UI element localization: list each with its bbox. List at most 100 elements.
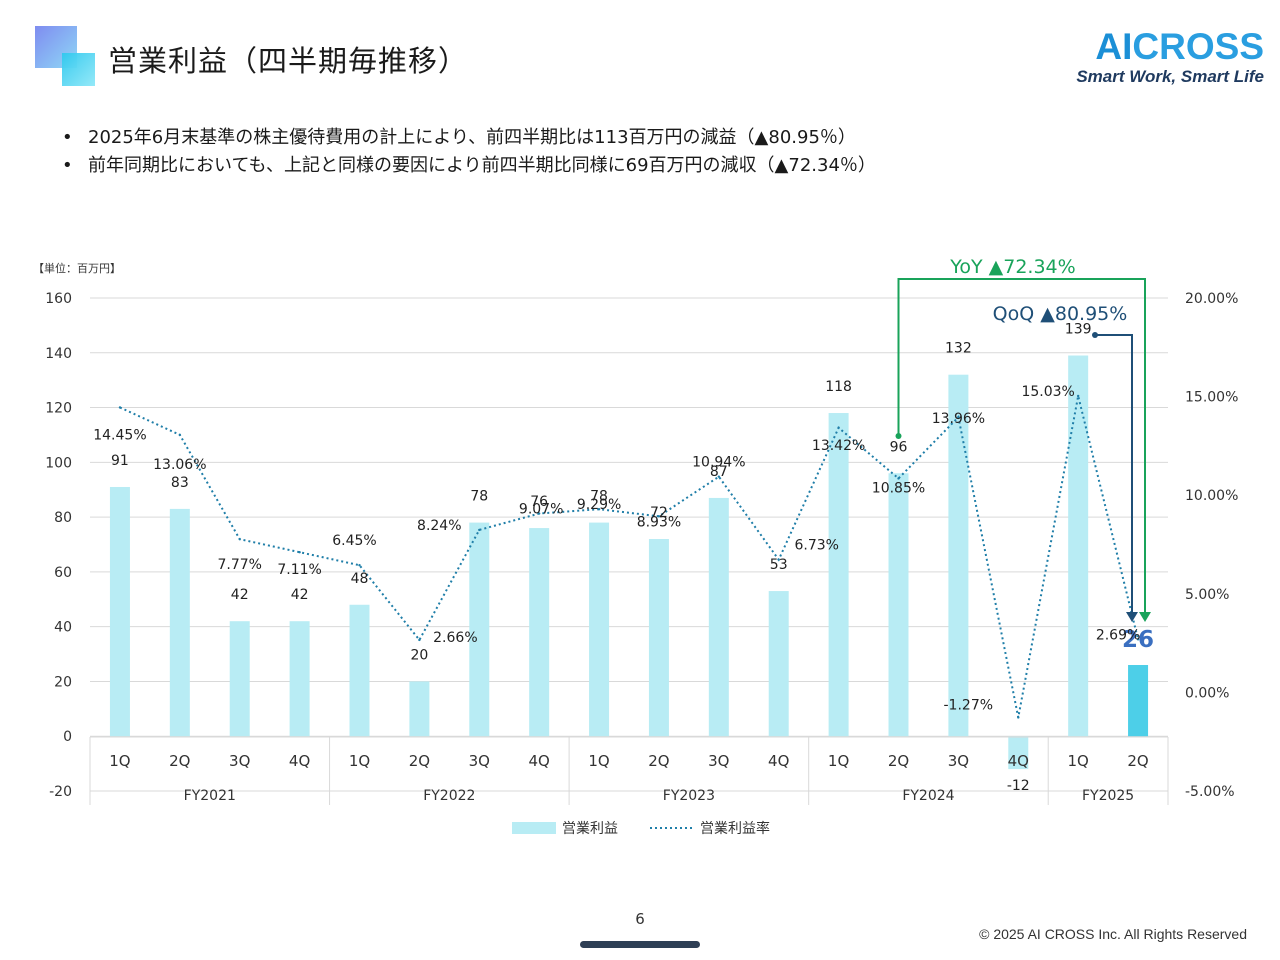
bar-value-label: 139: [1065, 322, 1092, 338]
yoy-bracket: [897, 278, 1146, 612]
bar: [529, 528, 550, 737]
bar-value-label: 76: [530, 494, 548, 510]
bar: [948, 374, 969, 737]
margin-value-label: 13.42%: [812, 438, 865, 454]
category-label: 2Q: [1127, 752, 1148, 770]
category-label: 2Q: [888, 752, 909, 770]
qoq-label: QoQ ▲80.95%: [993, 303, 1128, 325]
copyright-notice: © 2025 AI CROSS Inc. All Rights Reserved: [979, 926, 1247, 942]
y-left-tick-label: 40: [54, 620, 72, 636]
category-label: 2Q: [648, 752, 669, 770]
profit-margin-point: [957, 415, 960, 419]
y-left-tick-label: 20: [54, 674, 72, 690]
margin-value-label: -1.27%: [944, 697, 994, 713]
unit-label: 【単位：百万円】: [33, 261, 121, 275]
logo-wordmark: AICROSS: [1076, 28, 1264, 66]
category-label: 4Q: [289, 752, 310, 770]
yoy-arrow-head: [1139, 612, 1151, 622]
bar-value-label: 26: [1122, 627, 1154, 653]
category-label: 3Q: [708, 752, 729, 770]
bar: [349, 604, 370, 737]
bar-value-label: 132: [945, 341, 972, 357]
y-left-tick-label: 160: [45, 291, 72, 307]
bar-value-label: 42: [231, 587, 249, 603]
category-label: 1Q: [828, 752, 849, 770]
profit-margin-point: [298, 550, 301, 554]
y-right-tick-label: 5.00%: [1185, 587, 1229, 603]
y-right-tick-label: 15.00%: [1185, 390, 1238, 406]
margin-value-label: 9.07%: [519, 502, 563, 518]
bar: [888, 473, 909, 737]
profit-margin-point: [1076, 394, 1080, 398]
bar-value-label: -12: [1007, 778, 1030, 794]
bar: [828, 413, 849, 737]
bar: [229, 621, 250, 737]
legend-bar-label: 営業利益: [562, 821, 618, 837]
category-label: 3Q: [469, 752, 490, 770]
y-left-tick-label: 120: [45, 401, 72, 417]
bar: [1008, 736, 1029, 770]
y-left-tick-label: 100: [45, 455, 72, 471]
margin-value-label: 8.93%: [637, 514, 681, 530]
category-label: 1Q: [349, 752, 370, 770]
profit-margin-point: [1017, 716, 1020, 719]
y-left-tick-label: -20: [49, 784, 72, 800]
group-label: FY2022: [423, 788, 475, 804]
margin-value-label: 2.69%: [1096, 627, 1140, 643]
bar-value-label: 118: [825, 379, 852, 395]
group-label: FY2025: [1082, 788, 1134, 804]
bar-value-label: 48: [351, 571, 369, 587]
y-left-tick-label: 0: [63, 729, 72, 745]
profit-margin-point: [537, 512, 541, 515]
bar-value-label: 42: [291, 587, 309, 603]
bar-value-label: 78: [470, 489, 488, 505]
logo-tagline: Smart Work, Smart Life: [1076, 67, 1264, 86]
margin-value-label: 10.94%: [692, 455, 745, 471]
profit-margin-point: [597, 508, 601, 511]
legend-bar-swatch: [512, 822, 556, 834]
y-right-tick-label: 10.00%: [1185, 488, 1238, 504]
profit-margin-point: [478, 528, 481, 532]
qoq-bracket-start: [1092, 332, 1098, 338]
margin-value-label: 9.29%: [577, 497, 621, 513]
group-label: FY2021: [184, 788, 236, 804]
margin-value-label: 7.11%: [277, 562, 321, 578]
bar-value-label: 91: [111, 453, 129, 469]
y-right-tick-label: 0.00%: [1185, 685, 1229, 701]
qoq-bracket: [1095, 334, 1133, 612]
margin-value-label: 15.03%: [1021, 384, 1074, 400]
category-label: 1Q: [1067, 752, 1088, 770]
profit-margin-point: [837, 426, 840, 429]
bar: [469, 522, 490, 737]
bar: [289, 621, 310, 737]
margin-value-label: 6.45%: [332, 533, 376, 549]
profit-margin-point: [238, 537, 241, 541]
qoq-arrow-head: [1126, 612, 1138, 622]
margin-value-label: 13.06%: [153, 457, 206, 473]
category-label: 2Q: [409, 752, 430, 770]
bar-value-label: 83: [171, 475, 189, 491]
margin-value-label: 14.45%: [93, 427, 146, 443]
profit-margin-line: [119, 395, 1140, 718]
category-label: 1Q: [588, 752, 609, 770]
category-label: 3Q: [229, 752, 250, 770]
bullet-item: 前年同期比においても、上記と同様の要因により前四半期比同様に69百万円の減収（▲…: [62, 152, 876, 180]
page-number: 6: [635, 910, 645, 928]
profit-margin-point: [358, 564, 361, 567]
margin-value-label: 8.24%: [417, 518, 461, 534]
legend-line-label: 営業利益率: [700, 820, 770, 837]
profit-margin-point: [1136, 638, 1140, 641]
profit-margin-point: [897, 477, 900, 480]
bar: [109, 486, 130, 737]
bar: [648, 539, 669, 737]
bar-value-label: 78: [590, 489, 608, 505]
page-title: 営業利益（四半期毎推移）: [108, 44, 469, 78]
margin-value-label: 10.85%: [872, 480, 925, 496]
category-label: 4Q: [1008, 752, 1029, 770]
margin-value-label: 2.66%: [433, 630, 477, 646]
bar: [409, 681, 430, 737]
group-label: FY2023: [663, 788, 715, 804]
page-indicator-bar: [580, 941, 700, 948]
category-label: 4Q: [528, 752, 549, 770]
yoy-label: YoY ▲72.34%: [949, 256, 1075, 278]
